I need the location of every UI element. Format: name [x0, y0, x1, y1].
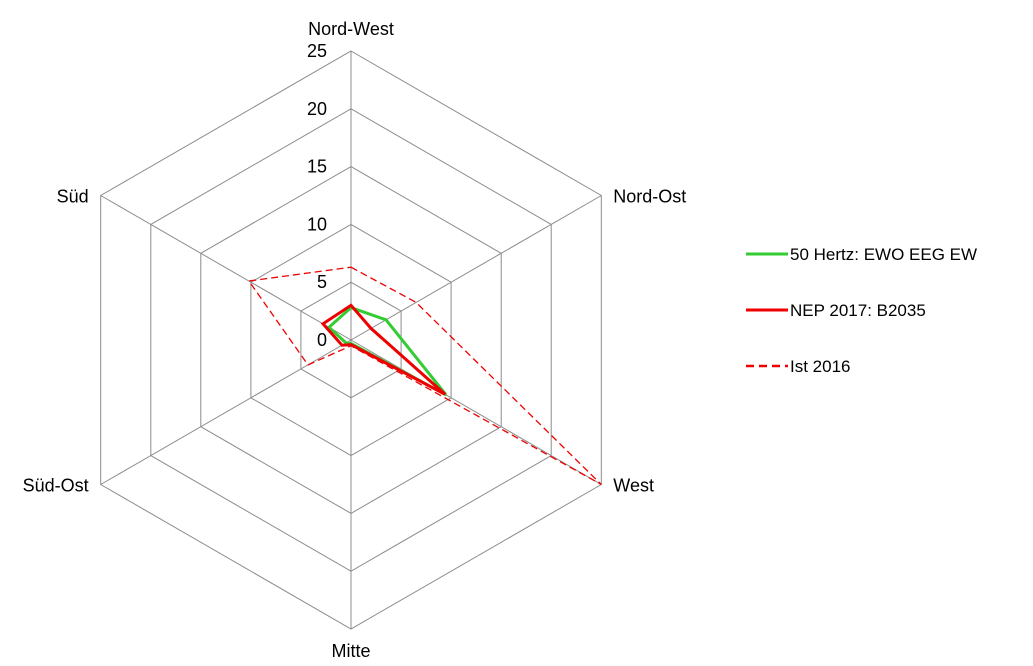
legend-label: Ist 2016: [790, 357, 851, 376]
axis-label-west: West: [613, 476, 654, 496]
tick-label-5: 5: [317, 272, 327, 292]
tick-label-15: 15: [307, 157, 327, 177]
tick-label-0: 0: [317, 330, 327, 350]
legend: 50 Hertz: EWO EEG EW NEP 2017: B2035 Ist 2…: [746, 245, 977, 376]
radar-grid: [101, 51, 602, 629]
legend-label: NEP 2017: B2035: [790, 301, 926, 320]
spoke-sud-ost: [101, 340, 351, 485]
legend-item-50-hertz-ewo-eeg-ew: 50 Hertz: EWO EEG EW: [746, 245, 977, 264]
series-line-50-hertz-ewo-eeg-ew: [329, 308, 446, 395]
tick-label-20: 20: [307, 99, 327, 119]
axis-label-sud-ost: Süd-Ost: [23, 476, 89, 496]
legend-label: 50 Hertz: EWO EEG EW: [790, 245, 977, 264]
radial-tick-labels: 0 5 10 15 20 25: [307, 41, 327, 350]
legend-item-nep-2017-b2035: NEP 2017: B2035: [746, 301, 926, 320]
axis-labels: Nord-West Nord-Ost West Mitte Süd-Ost Süd: [23, 19, 687, 661]
tick-label-10: 10: [307, 214, 327, 234]
spoke-nord-ost: [351, 196, 601, 341]
axis-label-sud: Süd: [57, 187, 89, 207]
axis-label-nord-west: Nord-West: [308, 19, 394, 39]
legend-item-ist-2016: Ist 2016: [746, 357, 851, 376]
axis-label-mitte: Mitte: [331, 641, 370, 661]
data-series: [249, 267, 601, 484]
axis-label-nord-ost: Nord-Ost: [613, 187, 686, 207]
tick-label-25: 25: [307, 41, 327, 61]
